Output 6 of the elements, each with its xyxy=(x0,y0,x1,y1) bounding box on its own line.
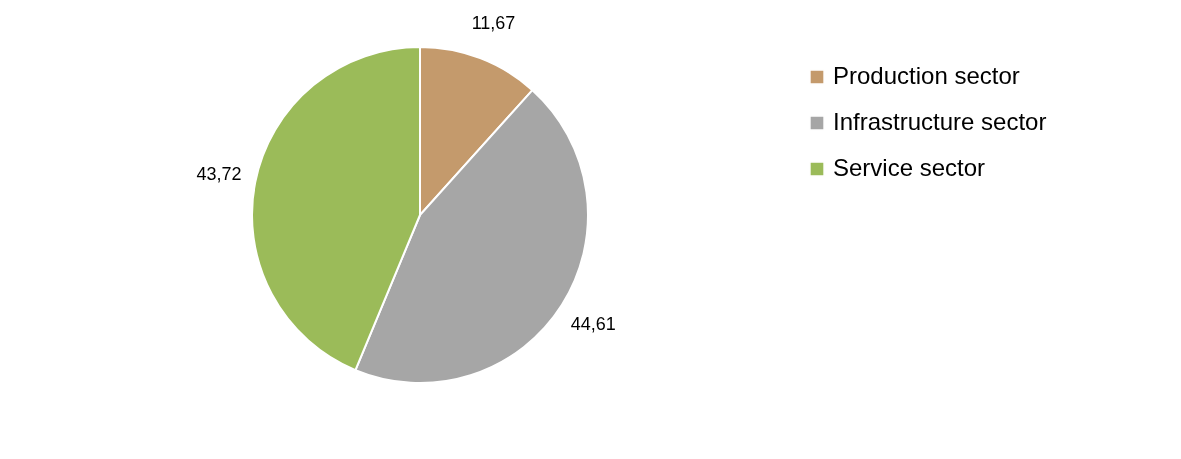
data-label: 43,72 xyxy=(196,163,242,184)
legend-label: Service sector xyxy=(833,154,986,181)
data-label: 11,67 xyxy=(471,12,516,33)
legend-label: Production sector xyxy=(833,62,1020,89)
legend-label: Infrastructure sector xyxy=(833,108,1047,135)
data-label: 44,61 xyxy=(570,313,616,334)
